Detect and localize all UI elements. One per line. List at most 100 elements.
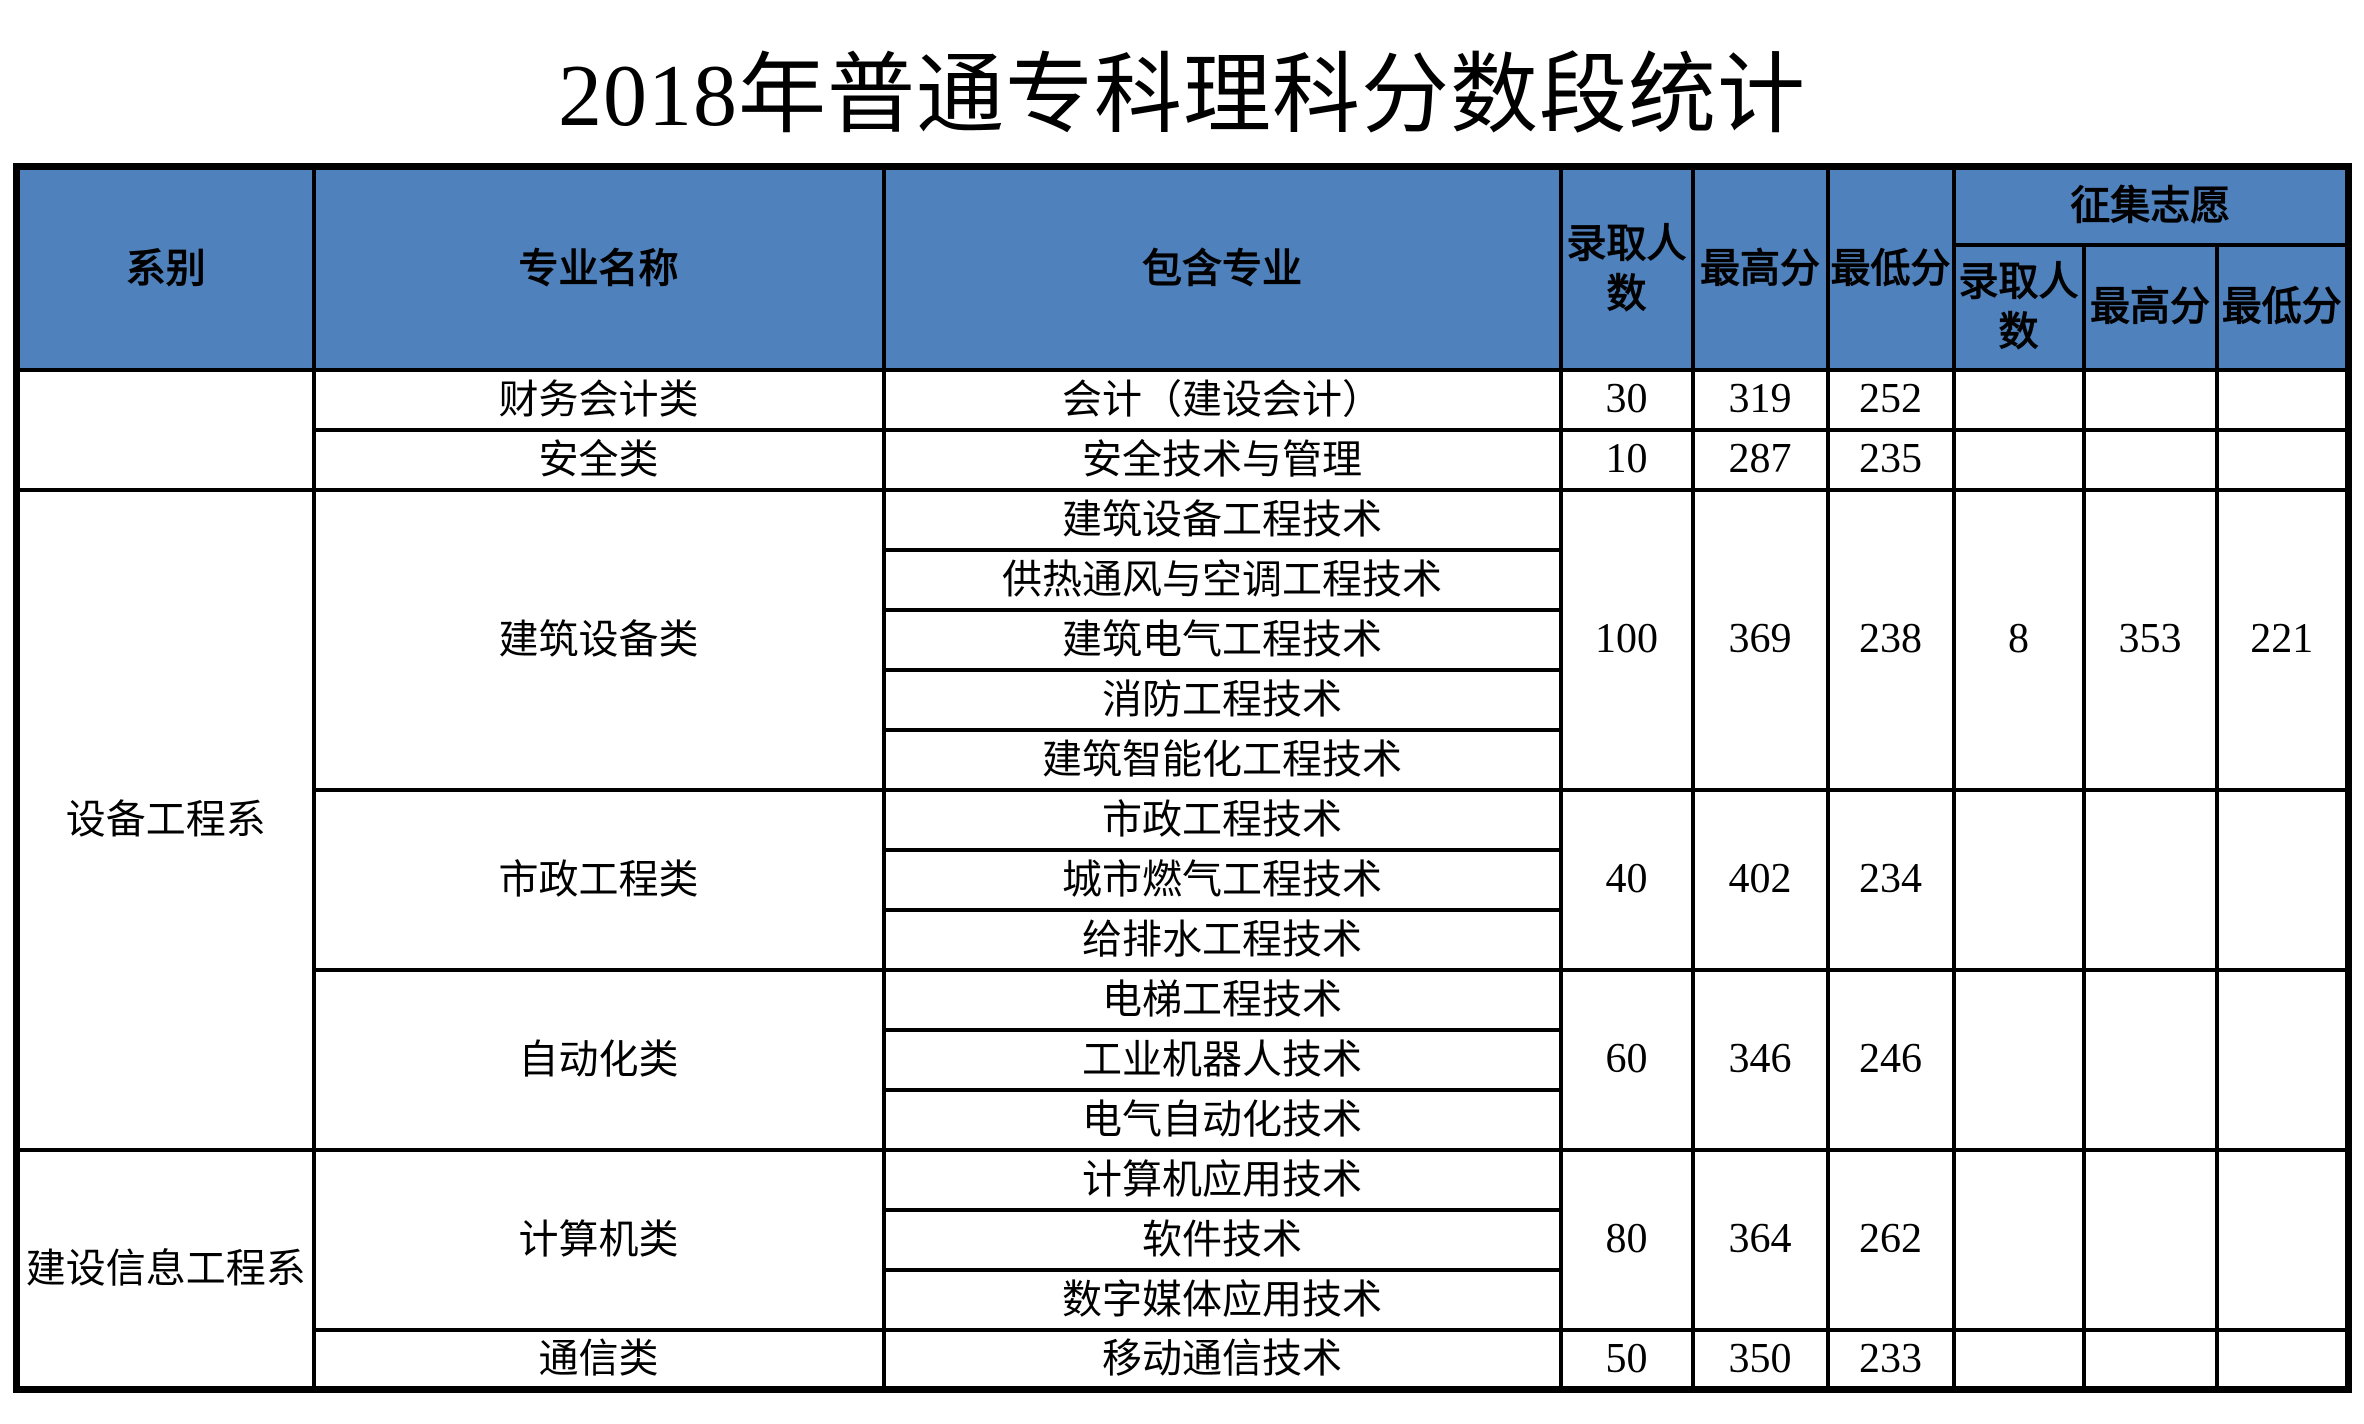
included-cell: 电梯工程技术 xyxy=(881,967,1563,1032)
page-title: 2018年普通专科理科分数段统计 xyxy=(557,48,1806,145)
major-cell: 市政工程类 xyxy=(311,787,886,972)
min-cell: 238 xyxy=(1825,487,1956,792)
table-row: 自动化类 电梯工程技术 60 346 246 xyxy=(17,967,2351,1152)
included-cell: 消防工程技术 xyxy=(881,667,1563,732)
table-row: 市政工程类 市政工程技术 40 402 234 xyxy=(17,787,2351,972)
min-cell: 235 xyxy=(1825,427,1956,492)
collect-admitted-cell xyxy=(1951,1147,2086,1332)
collect-max-cell xyxy=(2081,1147,2219,1332)
max-cell: 369 xyxy=(1690,487,1830,792)
admitted-cell: 60 xyxy=(1558,967,1695,1152)
scores-table: 系别 专业名称 包含专业 录取人数 最高分 最低分 征集志愿 录取人数 最高分 … xyxy=(13,163,2353,1393)
major-cell: 计算机类 xyxy=(311,1147,886,1332)
admitted-cell: 80 xyxy=(1558,1147,1695,1332)
included-cell: 数字媒体应用技术 xyxy=(881,1267,1563,1332)
col-header-collect-admitted: 录取人数 xyxy=(1951,242,2086,372)
max-cell: 350 xyxy=(1690,1327,1830,1392)
table-row: 安全类 安全技术与管理 10 287 235 xyxy=(17,427,2351,492)
table-row: 财务会计类 会计（建设会计） 30 319 252 xyxy=(14,367,2351,492)
table-row: 设备工程系 建筑设备类 建筑设备工程技术 100 369 238 8 353 2… xyxy=(14,487,2351,1152)
included-cell: 软件技术 xyxy=(881,1207,1563,1272)
collect-max-cell xyxy=(2081,427,2219,492)
min-cell: 233 xyxy=(1825,1327,1956,1392)
col-header-major: 专业名称 xyxy=(311,164,886,372)
col-header-collect: 征集志愿 xyxy=(1951,164,2351,247)
col-header-dept: 系别 xyxy=(14,164,316,372)
min-cell: 234 xyxy=(1825,787,1956,972)
table-row: 数字媒体应用技术 xyxy=(17,1267,2349,1332)
table-row: 工业机器人技术 xyxy=(17,1027,2349,1092)
collect-admitted-cell xyxy=(1951,427,2086,492)
table-row: 通信类 移动通信技术 50 350 233 xyxy=(17,1327,2351,1392)
collect-admitted-cell xyxy=(1951,367,2086,432)
col-header-collect-max: 最高分 xyxy=(2081,242,2219,372)
table-row: 软件技术 xyxy=(17,1207,2349,1272)
included-cell: 计算机应用技术 xyxy=(881,1147,1563,1212)
header-row-1: 系别 专业名称 包含专业 录取人数 最高分 最低分 征集志愿 xyxy=(14,164,2351,372)
min-cell: 262 xyxy=(1825,1147,1956,1332)
collect-admitted-cell: 8 xyxy=(1951,487,2086,792)
table-row: 建设信息工程系 计算机类 计算机应用技术 80 364 262 xyxy=(14,1147,2351,1392)
collect-min-cell xyxy=(2214,787,2351,972)
table-row: 给排水工程技术 xyxy=(17,907,2349,972)
col-header-collect-min: 最低分 xyxy=(2214,242,2351,372)
major-cell: 安全类 xyxy=(311,427,886,492)
max-cell: 402 xyxy=(1690,787,1830,972)
major-cell: 通信类 xyxy=(311,1327,886,1392)
dept-cell: 建设信息工程系 xyxy=(14,1147,316,1392)
collect-max-cell: 353 xyxy=(2081,487,2219,792)
collect-max-cell xyxy=(2081,367,2219,432)
dept-cell xyxy=(14,367,316,492)
table-row: 建筑智能化工程技术 xyxy=(17,727,2349,792)
col-header-admitted: 录取人数 xyxy=(1558,164,1695,372)
major-cell: 财务会计类 xyxy=(311,367,886,432)
col-header-max: 最高分 xyxy=(1690,164,1830,372)
included-cell: 工业机器人技术 xyxy=(881,1027,1563,1092)
max-cell: 346 xyxy=(1690,967,1830,1152)
collect-min-cell xyxy=(2214,967,2351,1152)
collect-min-cell xyxy=(2214,1327,2351,1392)
collect-min-cell xyxy=(2214,367,2351,432)
admitted-cell: 100 xyxy=(1558,487,1695,792)
included-cell: 市政工程技术 xyxy=(881,787,1563,852)
collect-admitted-cell xyxy=(1951,787,2086,972)
collect-max-cell xyxy=(2081,967,2219,1152)
collect-min-cell xyxy=(2214,1147,2351,1332)
collect-min-cell xyxy=(2214,427,2351,492)
col-header-min: 最低分 xyxy=(1825,164,1956,372)
admitted-cell: 40 xyxy=(1558,787,1695,972)
table-row: 消防工程技术 xyxy=(17,667,2349,732)
table-row: 建筑电气工程技术 xyxy=(17,607,2349,672)
collect-admitted-cell xyxy=(1951,967,2086,1152)
max-cell: 319 xyxy=(1690,367,1830,432)
major-cell: 建筑设备类 xyxy=(311,487,886,792)
included-cell: 城市燃气工程技术 xyxy=(881,847,1563,912)
collect-min-cell: 221 xyxy=(2214,487,2351,792)
max-cell: 287 xyxy=(1690,427,1830,492)
admitted-cell: 50 xyxy=(1558,1327,1695,1392)
included-cell: 会计（建设会计） xyxy=(881,367,1563,432)
included-cell: 电气自动化技术 xyxy=(881,1087,1563,1152)
included-cell: 建筑设备工程技术 xyxy=(881,487,1563,552)
included-cell: 建筑智能化工程技术 xyxy=(881,727,1563,792)
collect-max-cell xyxy=(2081,1327,2219,1392)
included-cell: 供热通风与空调工程技术 xyxy=(881,547,1563,612)
collect-max-cell xyxy=(2081,787,2219,972)
included-cell: 移动通信技术 xyxy=(881,1327,1563,1392)
col-header-included: 包含专业 xyxy=(881,164,1563,372)
header-row-2: 录取人数 最高分 最低分 xyxy=(17,242,2351,372)
table-row: 电气自动化技术 xyxy=(17,1087,2349,1152)
table-row: 供热通风与空调工程技术 xyxy=(17,547,2349,612)
min-cell: 252 xyxy=(1825,367,1956,432)
collect-admitted-cell xyxy=(1951,1327,2086,1392)
included-cell: 安全技术与管理 xyxy=(881,427,1563,492)
table-row: 城市燃气工程技术 xyxy=(17,847,2349,912)
major-cell: 自动化类 xyxy=(311,967,886,1152)
included-cell: 建筑电气工程技术 xyxy=(881,607,1563,672)
included-cell: 给排水工程技术 xyxy=(881,907,1563,972)
admitted-cell: 30 xyxy=(1558,367,1695,432)
max-cell: 364 xyxy=(1690,1147,1830,1332)
min-cell: 246 xyxy=(1825,967,1956,1152)
admitted-cell: 10 xyxy=(1558,427,1695,492)
dept-cell: 设备工程系 xyxy=(14,487,316,1152)
